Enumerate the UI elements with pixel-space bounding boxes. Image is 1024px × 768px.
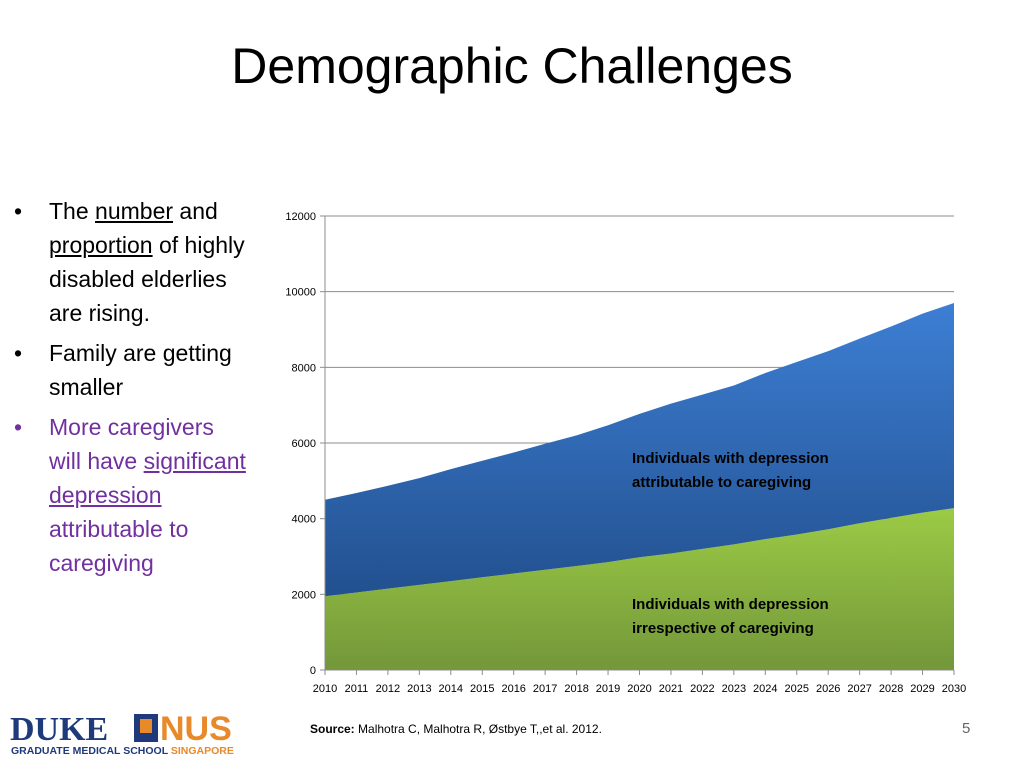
x-tick-label: 2027 [847, 683, 871, 695]
source-citation: Source: Malhotra C, Malhotra R, Østbye T… [310, 722, 602, 736]
x-tick-label: 2020 [627, 683, 651, 695]
area-series-attributable [325, 303, 954, 597]
x-tick-label: 2016 [501, 683, 525, 695]
bullet-item-2: Family are getting smaller [12, 336, 252, 404]
duke-nus-logo: DUKE NUS GRADUATE MEDICAL SCHOOL SINGAPO… [10, 710, 234, 757]
x-tick-label: 2024 [753, 683, 777, 695]
x-tick-label: 2015 [470, 683, 494, 695]
x-tick-label: 2014 [439, 683, 463, 695]
bullet-item-1: The number and proportion of highly disa… [12, 194, 252, 330]
x-tick-label: 2030 [942, 683, 966, 695]
x-tick-label: 2010 [313, 683, 337, 695]
x-tick-label: 2018 [564, 683, 588, 695]
stacked-area-chart: 0 2000 4000 6000 8000 10000 12000 2010 2011 2012 2… [285, 211, 966, 695]
x-tick-label: 2022 [690, 683, 714, 695]
area-series-irrespective [325, 508, 954, 670]
slide-title: Demographic Challenges [231, 38, 793, 94]
x-tick-label: 2026 [816, 683, 840, 695]
x-tick-label: 2013 [407, 683, 431, 695]
y-tick-label: 8000 [292, 362, 316, 374]
x-tick-label: 2012 [376, 683, 400, 695]
x-tick-label: 2025 [785, 683, 809, 695]
y-tick-label: 4000 [292, 514, 316, 526]
x-tick-label: 2028 [879, 683, 903, 695]
underlined-proportion: proportion [49, 232, 153, 258]
logo-crest-inner-icon [140, 719, 152, 733]
y-tick-label: 2000 [292, 589, 316, 601]
x-tick-label: 2017 [533, 683, 557, 695]
logo-nus-text: NUS [160, 710, 232, 748]
y-tick-label: 6000 [292, 438, 316, 450]
x-tick-label: 2029 [910, 683, 934, 695]
y-tick-label: 0 [310, 665, 316, 677]
logo-duke-text: DUKE [10, 711, 108, 748]
logo-subtitle: GRADUATE MEDICAL SCHOOL SINGAPORE [11, 745, 234, 757]
x-tick-label: 2011 [345, 683, 369, 695]
source-text: Malhotra C, Malhotra R, Østbye T,,et al.… [354, 722, 602, 736]
bullet-item-3: More caregivers will have significant de… [12, 410, 252, 580]
y-tick-label: 10000 [285, 287, 316, 299]
underlined-number: number [95, 198, 174, 224]
underlined-significant-depression: significant depression [49, 448, 246, 508]
source-label: Source: [310, 722, 355, 736]
x-tick-label: 2023 [722, 683, 746, 695]
page-number: 5 [962, 720, 971, 737]
annotation-label: Individuals with depression irrespective … [632, 596, 829, 637]
x-tick-label: 2021 [659, 683, 683, 695]
y-tick-label: 12000 [285, 211, 316, 223]
bullet-list: The number and proportion of highly disa… [12, 194, 252, 586]
x-tick-label: 2019 [596, 683, 620, 695]
annotation-label: Individuals with depression attributable … [632, 450, 829, 491]
